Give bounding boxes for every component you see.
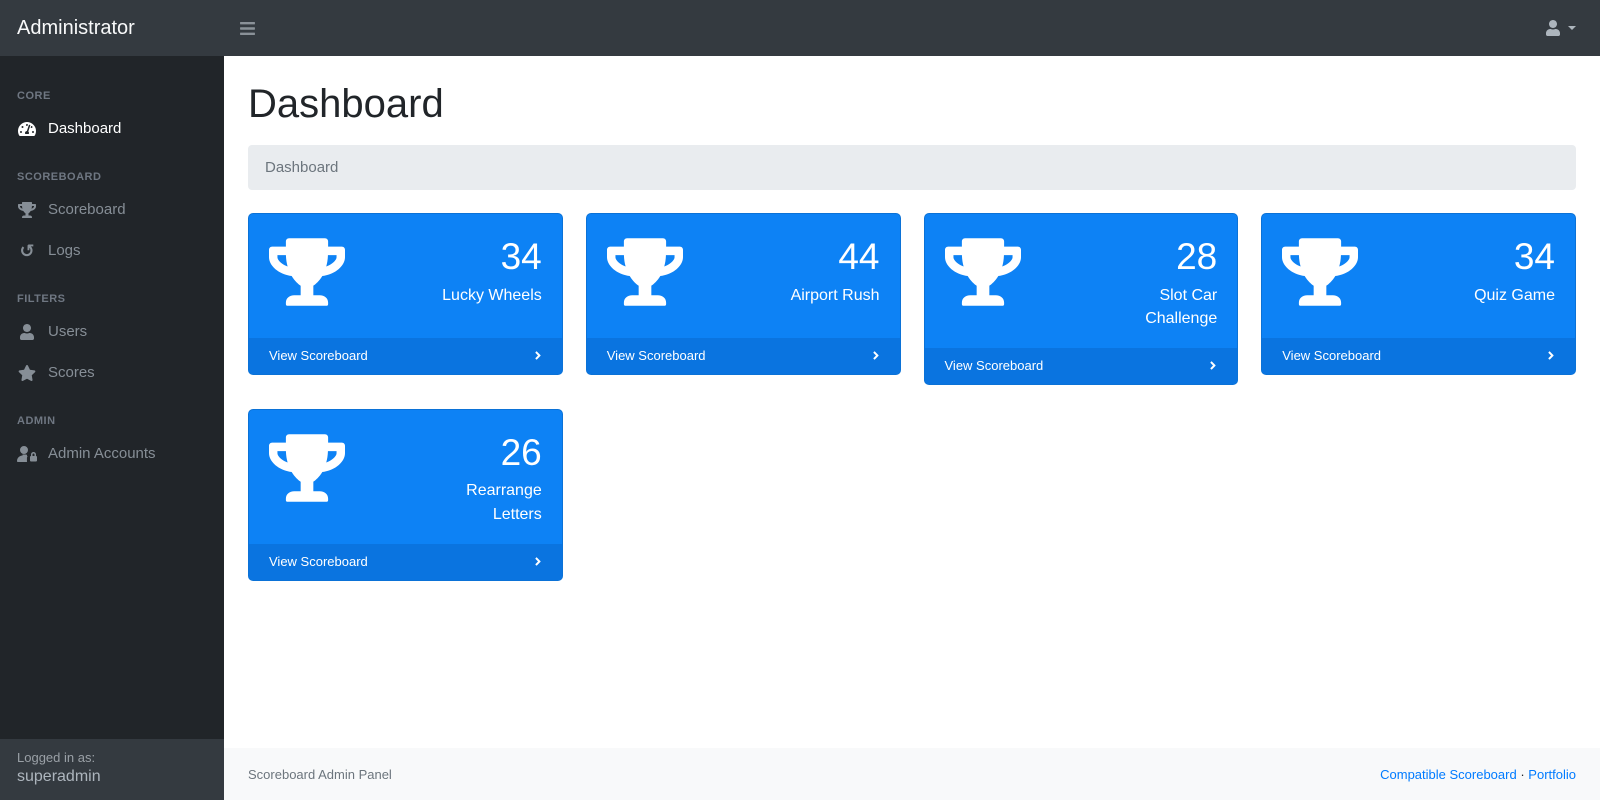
view-scoreboard-link[interactable]: View Scoreboard [249, 543, 562, 580]
user-icon [17, 323, 37, 340]
angle-right-icon [1547, 349, 1555, 362]
sidebar-item-logs[interactable]: ↺ Logs [0, 230, 224, 271]
score-count: 26 [500, 431, 542, 473]
footer-app-name: Scoreboard Admin Panel [248, 766, 392, 782]
sidebar-item-admin-accounts[interactable]: Admin Accounts [0, 433, 224, 474]
user-dropdown[interactable] [1545, 20, 1600, 36]
sidebar-footer: Logged in as: superadmin [0, 739, 224, 800]
trophy-icon [944, 238, 1021, 330]
trophy-icon [1282, 238, 1359, 320]
tachometer-icon [17, 121, 37, 137]
game-name: Lucky Wheels [442, 286, 542, 304]
caret-down-icon [1568, 26, 1576, 30]
sidebar-heading-core: CORE [17, 90, 51, 102]
trophy-icon [269, 238, 345, 320]
sidebar-item-label: Users [48, 323, 88, 340]
sidebar-item-label: Scoreboard [48, 201, 126, 218]
score-card-slot-car-challenge: 28 Slot Car Challenge View Scoreboard [923, 213, 1239, 385]
sidebar-item-label: Logs [48, 242, 81, 259]
star-icon [17, 364, 37, 381]
view-scoreboard-label: View Scoreboard [269, 553, 368, 569]
sidebar-item-users[interactable]: Users [0, 311, 224, 352]
score-card-rearrange-letters: 26 Rearrange Letters View Scoreboard [248, 408, 563, 581]
score-card-airport-rush: 44 Airport Rush View Scoreboard [585, 213, 901, 375]
history-icon: ↺ [19, 240, 35, 261]
view-scoreboard-label: View Scoreboard [1282, 348, 1382, 363]
sidebar-item-dashboard[interactable]: Dashboard [0, 108, 224, 149]
score-count: 34 [1513, 236, 1555, 277]
sidebar-nav: CORE Dashboard SCOREBOARD Scoreboard ↺ L… [0, 56, 224, 739]
game-name: Airport Rush [790, 286, 880, 304]
trophy-icon [269, 434, 345, 526]
view-scoreboard-label: View Scoreboard [269, 348, 368, 363]
sidebar-heading-scoreboard: SCOREBOARD [17, 171, 102, 183]
angle-right-icon [534, 555, 542, 568]
angle-right-icon [872, 349, 880, 362]
logged-in-username: superadmin [17, 768, 101, 785]
view-scoreboard-label: View Scoreboard [606, 348, 706, 363]
card-body: 28 Slot Car Challenge [925, 214, 1238, 348]
view-scoreboard-link[interactable]: View Scoreboard [1262, 338, 1575, 374]
score-card-lucky-wheels: 34 Lucky Wheels View Scoreboard [248, 213, 563, 375]
score-card-quiz-game: 34 Quiz Game View Scoreboard [1261, 213, 1576, 375]
sidebar-item-label: Scores [48, 364, 95, 381]
game-name: Quiz Game [1474, 286, 1555, 304]
score-count: 34 [500, 236, 542, 277]
page-footer: Scoreboard Admin Panel Compatible Scoreb… [224, 748, 1600, 800]
card-body: 26 Rearrange Letters [249, 410, 562, 544]
game-name: Rearrange Letters [466, 482, 542, 523]
view-scoreboard-link[interactable]: View Scoreboard [249, 338, 562, 374]
logged-in-label: Logged in as: [17, 750, 96, 765]
angle-right-icon [534, 349, 542, 362]
sidebar-toggle-button[interactable] [233, 14, 262, 43]
sidebar-heading-filters: FILTERS [17, 293, 66, 305]
brand-link[interactable]: Administrator [17, 16, 135, 39]
footer-separator: · [1520, 766, 1525, 782]
sidebar-item-scores[interactable]: Scores [0, 352, 224, 393]
user-lock-icon [17, 445, 37, 462]
score-cards-grid: 34 Lucky Wheels View Scoreboard 44 [248, 213, 1576, 581]
bars-icon [239, 20, 256, 37]
trophy-icon [606, 238, 683, 320]
view-scoreboard-link[interactable]: View Scoreboard [586, 338, 900, 374]
portfolio-link[interactable]: Portfolio [1528, 766, 1576, 782]
page-title: Dashboard [248, 82, 444, 126]
trophy-icon [17, 201, 37, 218]
breadcrumb-item: Dashboard [265, 159, 339, 176]
main-content: Dashboard Dashboard 34 Lucky Wheels Vie [224, 56, 1600, 748]
sidebar-item-label: Dashboard [48, 120, 122, 137]
sidebar-heading-admin: ADMIN [17, 415, 56, 427]
breadcrumb: Dashboard [248, 145, 1576, 190]
sidebar-item-label: Admin Accounts [48, 445, 156, 462]
sidebar-item-scoreboard[interactable]: Scoreboard [0, 189, 224, 230]
sidebar: CORE Dashboard SCOREBOARD Scoreboard ↺ L… [0, 56, 224, 800]
view-scoreboard-label: View Scoreboard [944, 357, 1044, 373]
score-count: 28 [1176, 236, 1218, 277]
score-count: 44 [838, 236, 880, 277]
compatible-scoreboard-link[interactable]: Compatible Scoreboard [1380, 766, 1517, 782]
view-scoreboard-link[interactable]: View Scoreboard [924, 347, 1238, 384]
card-body: 44 Airport Rush [587, 214, 900, 338]
angle-right-icon [1209, 359, 1217, 372]
card-body: 34 Lucky Wheels [249, 214, 562, 338]
card-body: 34 Quiz Game [1262, 214, 1575, 338]
game-name: Slot Car Challenge [1145, 286, 1218, 327]
user-icon [1545, 20, 1561, 36]
top-navbar: Administrator [0, 0, 1600, 56]
